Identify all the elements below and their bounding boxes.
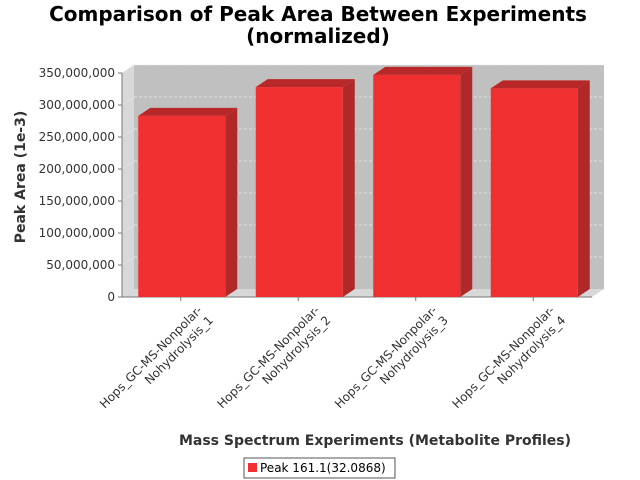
legend-label: Peak 161.1(32.0868) (260, 461, 386, 475)
bar-top (490, 80, 590, 89)
y-tick-label: 100,000,000 (39, 226, 115, 240)
y-tick-label: 50,000,000 (46, 258, 115, 272)
plot-area: 0 50,000,000 100,000,000 150,000,000 200,000… (39, 64, 604, 411)
gridline-wall (121, 256, 135, 266)
legend-swatch (248, 463, 257, 472)
y-tick-label: 200,000,000 (39, 162, 115, 176)
bar (138, 115, 226, 297)
gridline-wall (121, 64, 135, 74)
bar-side (342, 79, 355, 297)
bar (490, 88, 578, 297)
y-tick-label: 300,000,000 (39, 98, 115, 112)
bar-top (373, 66, 473, 75)
bar-side (460, 66, 473, 297)
y-tick-label: 250,000,000 (39, 130, 115, 144)
gridline-wall (121, 160, 135, 170)
gridline-wall (121, 192, 135, 202)
y-tick-label: 350,000,000 (39, 66, 115, 80)
legend-box (243, 457, 396, 479)
bar-top (138, 107, 238, 116)
y-axis-title: Peak Area (1e-3) (13, 111, 29, 244)
plot-floor (122, 289, 604, 297)
bar (373, 74, 461, 297)
legend: Peak 161.1(32.0868) (243, 457, 396, 479)
bar-top (255, 79, 355, 88)
gridline-wall (121, 96, 135, 106)
x-tick-label: Hops_GC-MS-Nonpolar- (332, 303, 440, 411)
bar (255, 87, 343, 297)
chart-title-line2: (normalized) (246, 24, 390, 48)
x-tick-label: Hops_GC-MS-Nonpolar- (449, 303, 557, 411)
x-tick-label: Hops_GC-MS-Nonpolar- (214, 303, 322, 411)
bar-side (577, 80, 590, 297)
y-tick-label: 150,000,000 (39, 194, 115, 208)
plot-left-wall (122, 65, 134, 297)
x-axis-title: Mass Spectrum Experiments (Metabolite Pr… (179, 433, 571, 449)
y-tick-label: 0 (107, 290, 115, 304)
bar-side (225, 107, 238, 297)
gridline-wall (121, 128, 135, 138)
plot-background (122, 65, 604, 297)
gridline-wall (121, 224, 135, 234)
chart-title-line1: Comparison of Peak Area Between Experime… (49, 2, 587, 26)
x-tick-label: Hops_GC-MS-Nonpolar- (97, 303, 205, 411)
